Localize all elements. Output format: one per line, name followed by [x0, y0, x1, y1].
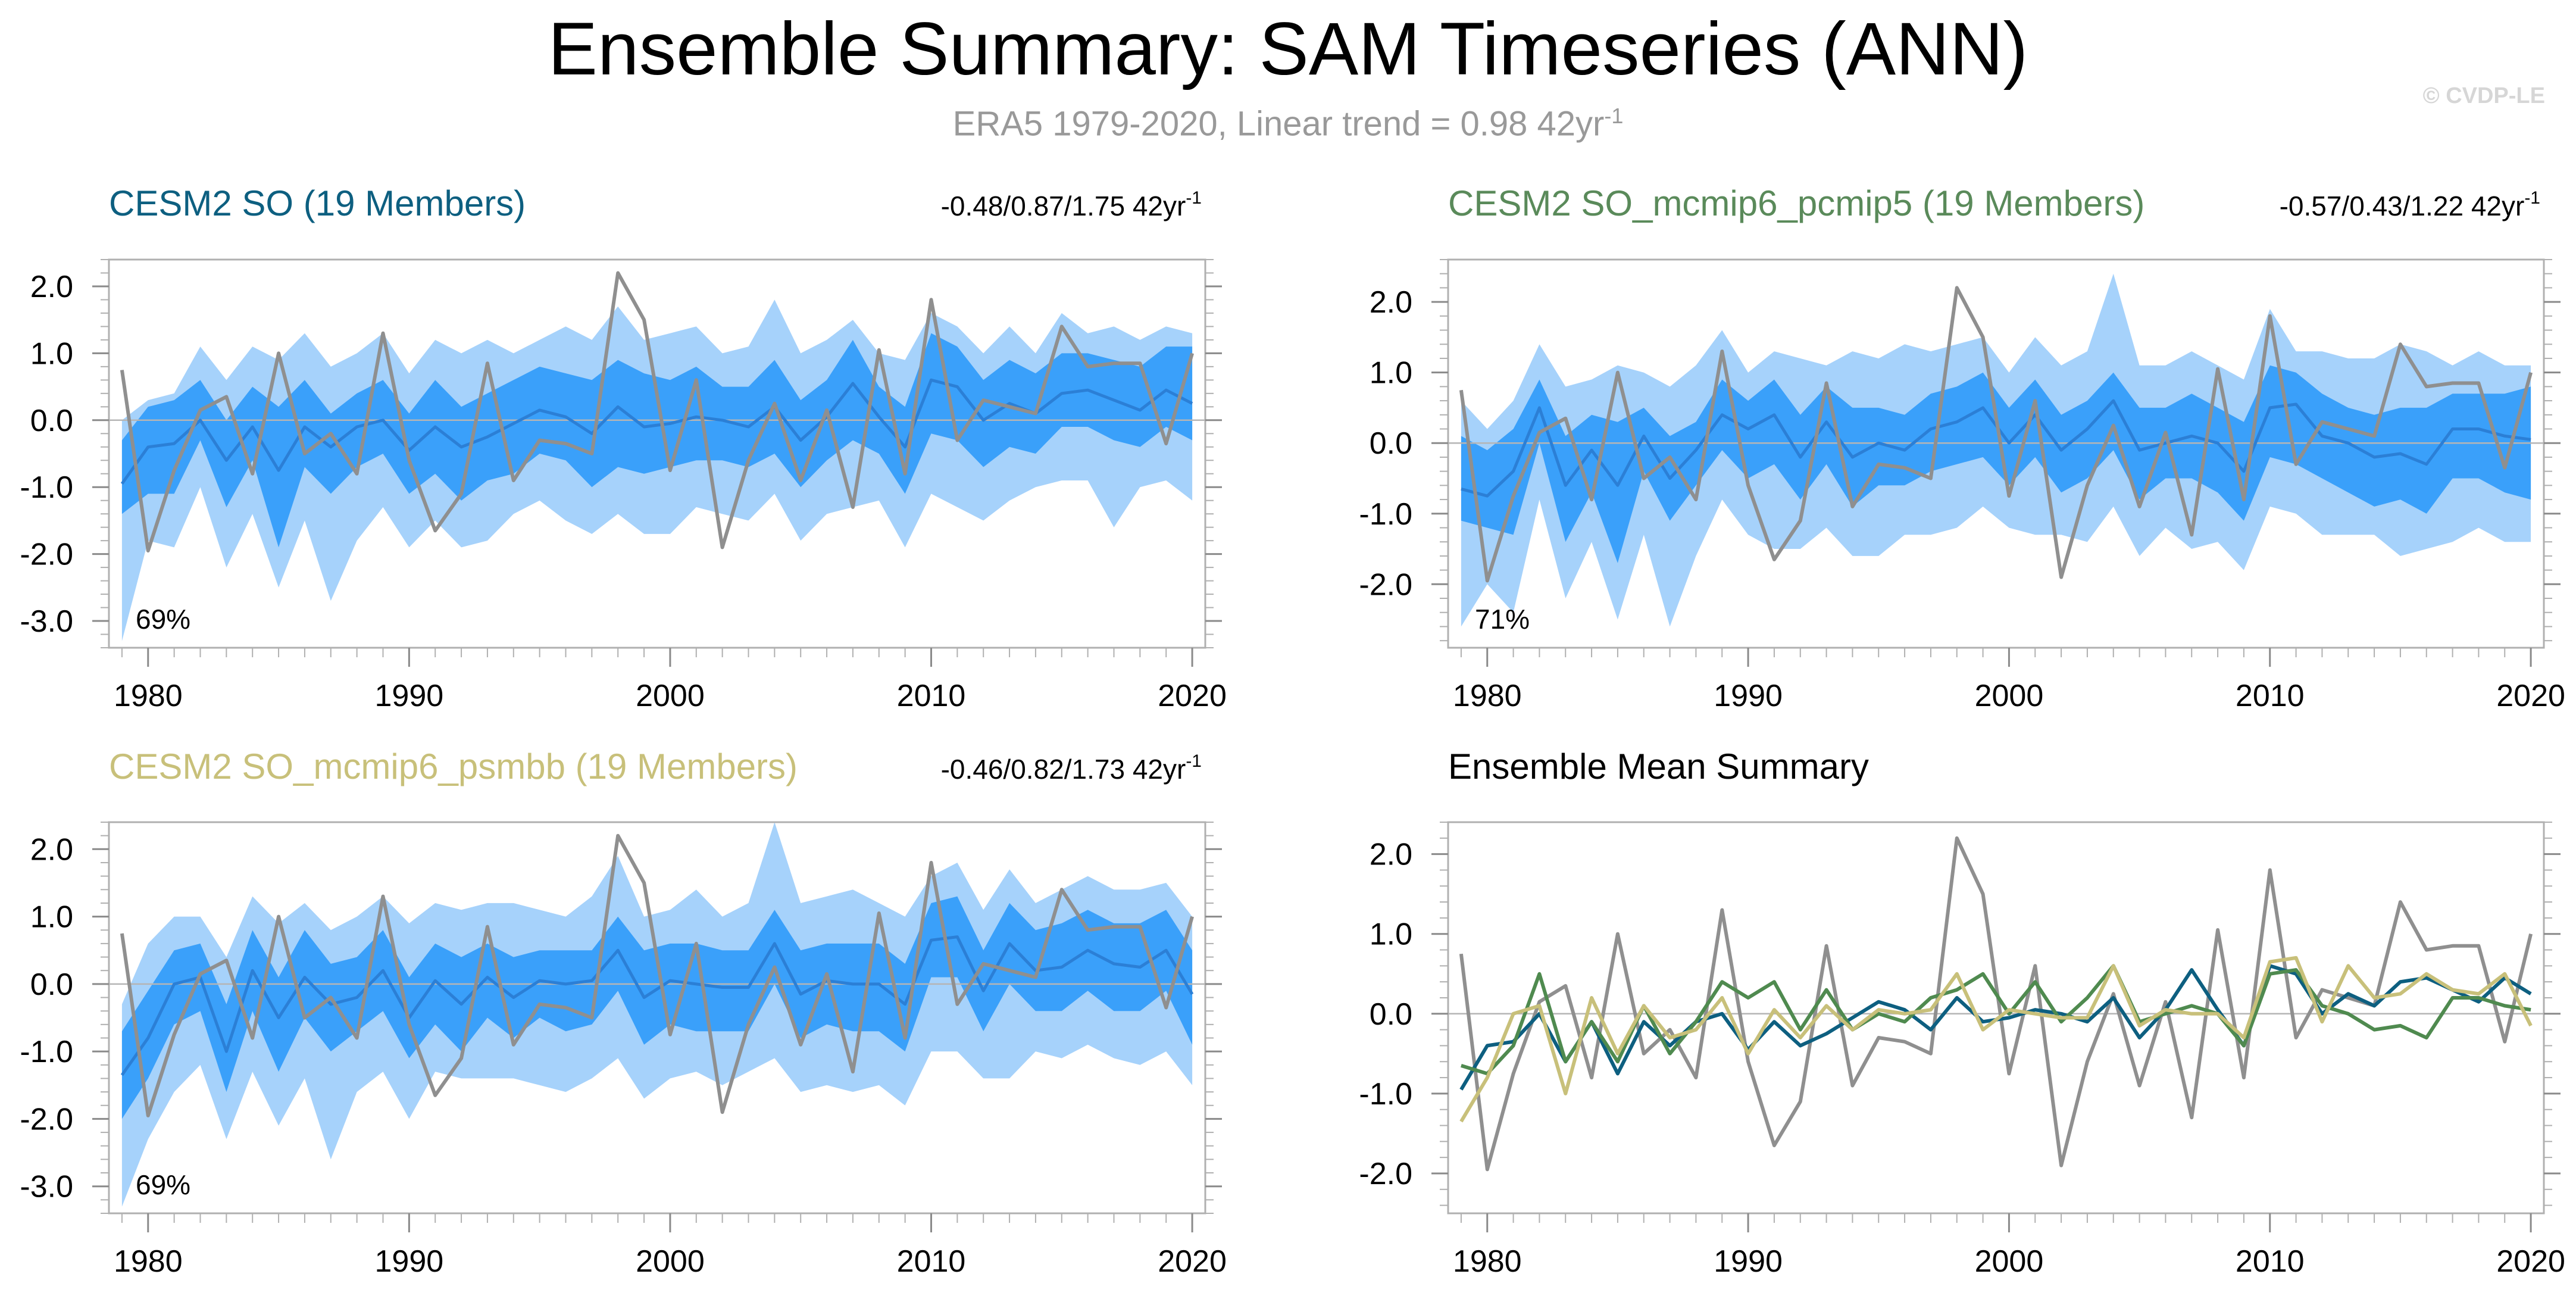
x-tick-label: 2010 — [897, 1244, 966, 1279]
y-tick-label: 2.0 — [30, 832, 73, 867]
y-tick-label: 2.0 — [1370, 285, 1412, 320]
y-tick-label: 0.0 — [30, 404, 73, 438]
trend-value: -0.48/0.87/1.75 42yr — [941, 191, 1186, 221]
y-tick-label: 0.0 — [30, 967, 73, 1002]
obs-line — [1459, 286, 2533, 583]
x-tick-label: 2000 — [1975, 679, 2044, 713]
trend-exponent: -1 — [1186, 188, 1202, 208]
y-tick-label: -1.0 — [1359, 1077, 1412, 1112]
plot-area — [109, 822, 1205, 1207]
plot-area — [1448, 836, 2544, 1172]
obs-line — [120, 271, 1194, 552]
subtitle-text: ERA5 1979-2020, Linear trend = 0.98 42yr — [952, 104, 1605, 143]
trend-exponent: -1 — [2524, 188, 2540, 208]
y-tick-label: -3.0 — [20, 604, 73, 639]
x-tick-label: 2020 — [1158, 679, 1227, 713]
y-tick-label: -2.0 — [20, 538, 73, 572]
y-tick-label: -3.0 — [20, 1170, 73, 1204]
y-tick-label: -2.0 — [20, 1102, 73, 1137]
panel-title: CESM2 SO_mcmip6_psmbb (19 Members) — [109, 747, 798, 786]
series-line-cesm2-so-mcmip6-psmbb — [1459, 956, 2533, 1123]
x-tick-label: 2020 — [2496, 679, 2565, 713]
ensemble-range-inner — [121, 333, 1193, 548]
y-tick-label: 2.0 — [30, 270, 73, 304]
y-tick-label: -1.0 — [1359, 497, 1412, 532]
plot-frame — [1447, 821, 2545, 1215]
y-tick-label: 0.0 — [1370, 997, 1412, 1032]
panel-title: CESM2 SO (19 Members) — [109, 183, 526, 223]
x-tick-label: 2020 — [1158, 1244, 1227, 1279]
x-tick-label: 2000 — [636, 1244, 705, 1279]
plot-area — [109, 271, 1205, 641]
panel-1: -3.0 -2.0 -1.0 0.0 1.0 2.0 1980 1990 2000 2010 202… — [20, 183, 1227, 713]
y-tick-label: -1.0 — [20, 470, 73, 505]
percent-label: 69% — [136, 604, 190, 635]
ensemble-range-inner — [121, 896, 1193, 1119]
plot-area — [1448, 273, 2544, 627]
x-tick-label: 1980 — [1453, 679, 1522, 713]
x-tick-label: 1990 — [1714, 1244, 1783, 1279]
x-tick-label: 1990 — [375, 679, 444, 713]
trend-value: -0.46/0.82/1.73 42yr — [941, 754, 1186, 785]
figure-subtitle: ERA5 1979-2020, Linear trend = 0.98 42yr… — [0, 95, 2576, 145]
percent-label: 69% — [136, 1169, 190, 1200]
x-tick-label: 2010 — [2236, 1244, 2305, 1279]
trend-label: -0.46/0.82/1.73 42yr-1 — [941, 751, 1202, 785]
plot-frame — [1447, 258, 2545, 649]
panel-4: -2.0 -1.0 0.0 1.0 2.0 1980 1990 2000 2010 2020 Ens… — [1359, 747, 2565, 1279]
x-tick-label: 1980 — [114, 679, 183, 713]
ensemble-mean-line — [120, 935, 1194, 1076]
panel-title: CESM2 SO_mcmip6_pcmip5 (19 Members) — [1448, 183, 2144, 223]
y-tick-label: -1.0 — [20, 1035, 73, 1069]
x-tick-label: 1990 — [1714, 679, 1783, 713]
trend-label: -0.48/0.87/1.75 42yr-1 — [941, 188, 1202, 221]
obs-line — [120, 833, 1194, 1117]
y-tick-label: -2.0 — [1359, 567, 1412, 602]
y-tick-label: 2.0 — [1370, 838, 1412, 872]
x-tick-label: 2010 — [897, 679, 966, 713]
ensemble-range-inner — [1461, 365, 2531, 563]
x-tick-label: 2000 — [1975, 1244, 2044, 1279]
watermark: © CVDP-LE — [2422, 83, 2545, 108]
x-tick-label: 1990 — [375, 1244, 444, 1279]
panel-2: -2.0 -1.0 0.0 1.0 2.0 1980 1990 2000 2010 2020 CES… — [1359, 183, 2565, 713]
figure-title: Ensemble Summary: SAM Timeseries (ANN) — [548, 8, 2028, 90]
y-tick-label: 1.0 — [30, 900, 73, 935]
trend-value: -0.57/0.43/1.22 42yr — [2280, 191, 2525, 221]
x-tick-label: 2020 — [2496, 1244, 2565, 1279]
x-tick-label: 1980 — [1453, 1244, 1522, 1279]
panel-3: -3.0 -2.0 -1.0 0.0 1.0 2.0 1980 1990 2000 2010 202… — [20, 747, 1227, 1279]
trend-label: -0.57/0.43/1.22 42yr-1 — [2280, 188, 2540, 221]
y-tick-label: 0.0 — [1370, 426, 1412, 461]
plot-frame — [108, 258, 1206, 649]
y-tick-label: -2.0 — [1359, 1157, 1412, 1191]
y-tick-label: 1.0 — [30, 336, 73, 371]
y-tick-label: 1.0 — [1370, 356, 1412, 391]
trend-exponent: -1 — [1186, 751, 1202, 771]
y-tick-label: 1.0 — [1370, 917, 1412, 952]
plot-frame — [108, 821, 1206, 1215]
x-tick-label: 2010 — [2236, 679, 2305, 713]
subtitle-exponent: -1 — [1604, 104, 1624, 128]
x-tick-label: 2000 — [636, 679, 705, 713]
x-tick-label: 1980 — [114, 1244, 183, 1279]
panel-title: Ensemble Mean Summary — [1448, 747, 1869, 786]
percent-label: 71% — [1475, 604, 1530, 635]
